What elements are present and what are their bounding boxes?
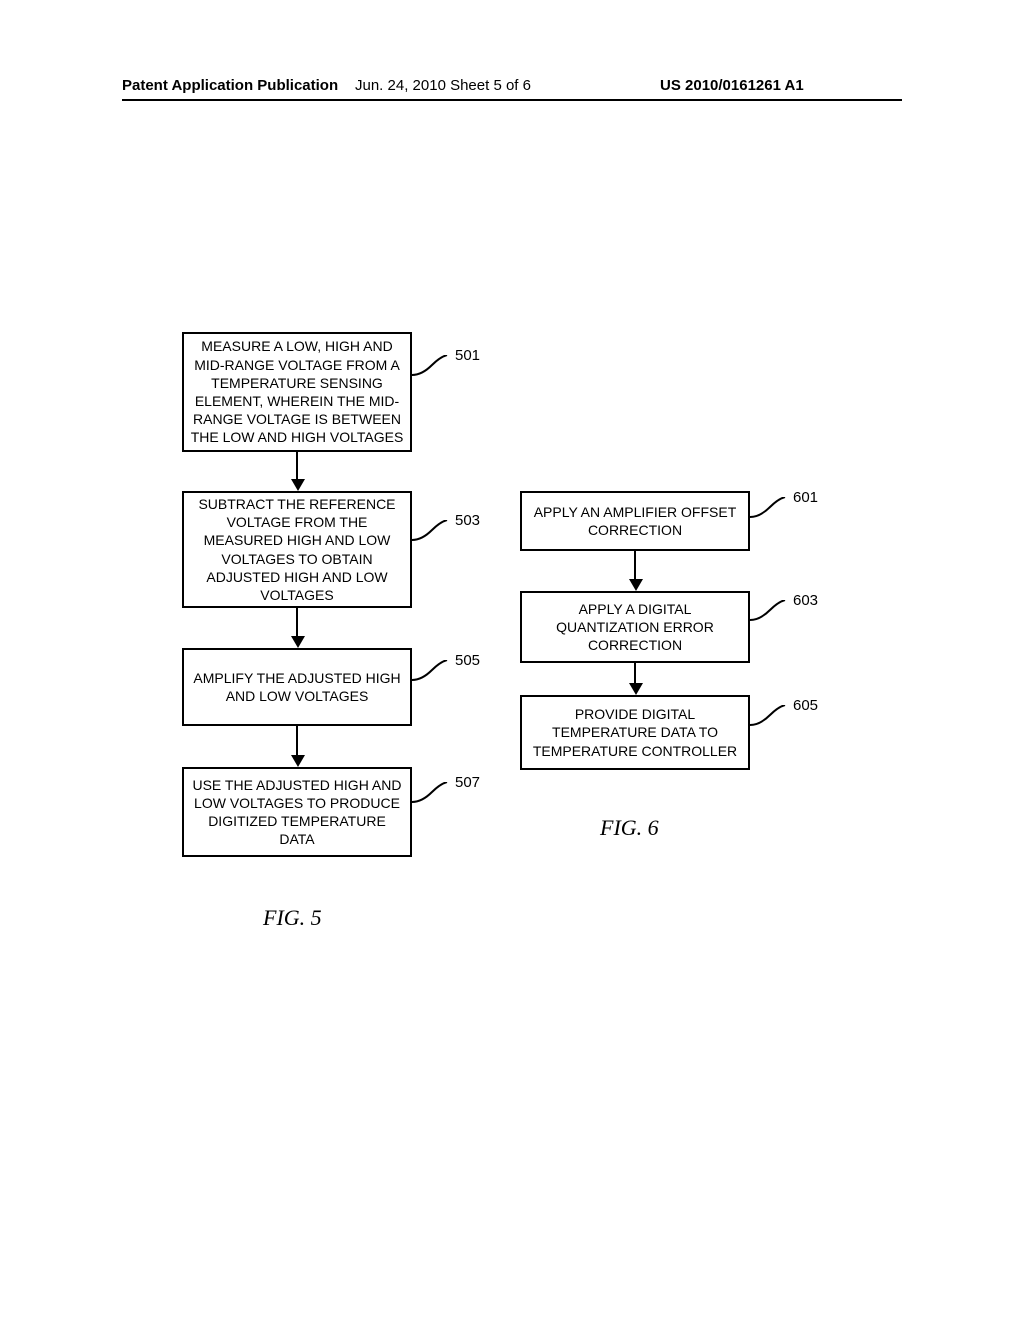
arrow-head-505-507: [291, 755, 305, 767]
ref-507: 507: [455, 774, 480, 791]
fig6-label: FIG. 6: [600, 815, 659, 841]
box-605-text: PROVIDE DIGITAL TEMPERATURE DATA TO TEMP…: [528, 705, 742, 760]
box-501: MEASURE A LOW, HIGH AND MID-RANGE VOLTAG…: [182, 332, 412, 452]
fig5-label: FIG. 5: [263, 905, 322, 931]
page: Patent Application Publication Jun. 24, …: [0, 0, 1024, 1320]
arrow-601-603: [634, 551, 636, 580]
arrow-501-503: [296, 452, 298, 480]
box-601-text: APPLY AN AMPLIFIER OFFSET CORRECTION: [528, 503, 742, 539]
arrow-head-501-503: [291, 479, 305, 491]
box-505-text: AMPLIFY THE ADJUSTED HIGH AND LOW VOLTAG…: [190, 669, 404, 705]
leader-505: [412, 660, 452, 690]
box-603-text: APPLY A DIGITAL QUANTIZATION ERROR CORRE…: [528, 600, 742, 655]
arrow-head-503-505: [291, 636, 305, 648]
ref-601: 601: [793, 489, 818, 506]
box-507-text: USE THE ADJUSTED HIGH AND LOW VOLTAGES T…: [190, 776, 404, 849]
header-rule: [122, 99, 902, 101]
ref-505: 505: [455, 652, 480, 669]
leader-507: [412, 782, 452, 812]
arrow-head-601-603: [629, 579, 643, 591]
box-503-text: SUBTRACT THE REFERENCE VOLTAGE FROM THE …: [190, 495, 404, 604]
ref-501: 501: [455, 347, 480, 364]
box-507: USE THE ADJUSTED HIGH AND LOW VOLTAGES T…: [182, 767, 412, 857]
ref-605: 605: [793, 697, 818, 714]
box-501-text: MEASURE A LOW, HIGH AND MID-RANGE VOLTAG…: [190, 337, 404, 446]
leader-501: [412, 355, 452, 385]
header-left: Patent Application Publication: [122, 77, 338, 94]
leader-605: [750, 705, 790, 735]
box-505: AMPLIFY THE ADJUSTED HIGH AND LOW VOLTAG…: [182, 648, 412, 726]
ref-603: 603: [793, 592, 818, 609]
box-503: SUBTRACT THE REFERENCE VOLTAGE FROM THE …: [182, 491, 412, 608]
arrow-head-603-605: [629, 683, 643, 695]
leader-603: [750, 600, 790, 630]
ref-503: 503: [455, 512, 480, 529]
box-601: APPLY AN AMPLIFIER OFFSET CORRECTION: [520, 491, 750, 551]
leader-601: [750, 497, 790, 527]
leader-503: [412, 520, 452, 550]
arrow-603-605: [634, 663, 636, 684]
box-605: PROVIDE DIGITAL TEMPERATURE DATA TO TEMP…: [520, 695, 750, 770]
header-mid: Jun. 24, 2010 Sheet 5 of 6: [355, 77, 531, 94]
header-right: US 2010/0161261 A1: [660, 77, 804, 94]
arrow-505-507: [296, 726, 298, 756]
box-603: APPLY A DIGITAL QUANTIZATION ERROR CORRE…: [520, 591, 750, 663]
arrow-503-505: [296, 608, 298, 637]
